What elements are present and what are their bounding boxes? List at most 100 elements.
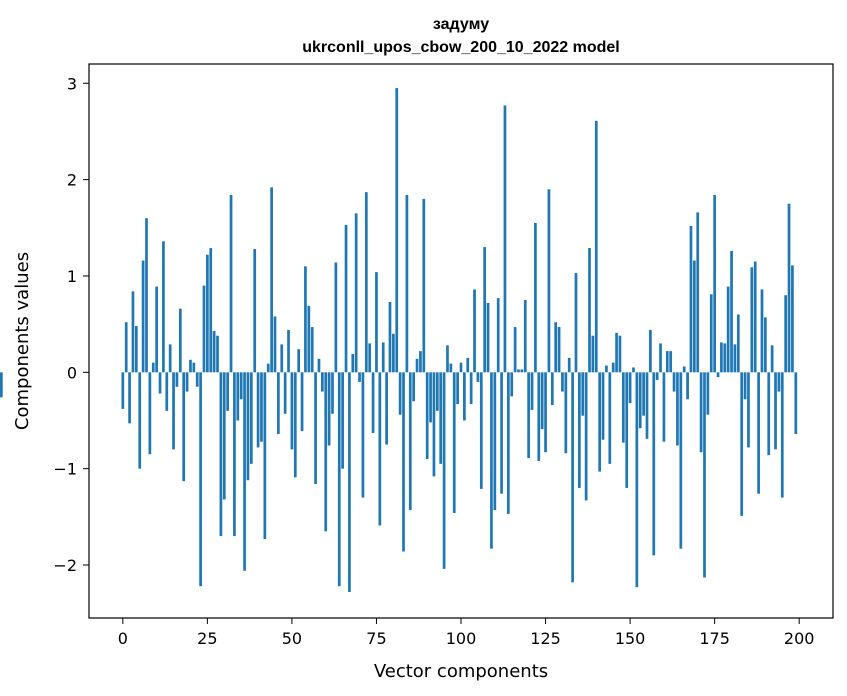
bar [219, 372, 223, 537]
bar [662, 372, 666, 442]
bar [452, 372, 456, 513]
bar [628, 372, 632, 404]
x-tick-label: 25 [197, 629, 217, 648]
bar [212, 330, 216, 373]
bar [747, 372, 750, 448]
bar [402, 372, 405, 552]
bar [378, 372, 382, 526]
bar [618, 335, 622, 373]
bar [239, 372, 243, 400]
bar [720, 342, 723, 373]
bar [740, 372, 744, 516]
bar [273, 316, 277, 373]
bar [442, 372, 446, 569]
bar [277, 372, 280, 434]
bar [358, 372, 361, 382]
bar [202, 285, 206, 373]
x-tick-label: 100 [446, 629, 477, 648]
bar [392, 333, 395, 373]
bar [195, 372, 199, 387]
bar [236, 372, 240, 421]
bar [425, 372, 429, 460]
bar [415, 358, 419, 373]
y-tick-label: 2 [67, 171, 77, 190]
x-axis: 0 25 50 75 100 125 150 175 200 [118, 618, 814, 648]
bar [348, 372, 351, 592]
bar [554, 322, 558, 373]
bar [669, 351, 673, 373]
bar [635, 372, 639, 588]
bar [317, 358, 321, 373]
bar [547, 189, 551, 373]
bar [297, 349, 301, 373]
bar [764, 317, 767, 373]
bar [422, 198, 426, 373]
x-tick-label: 50 [282, 629, 302, 648]
bar [405, 195, 409, 373]
bar [0, 372, 3, 398]
bar-series [0, 88, 798, 592]
bar [138, 372, 142, 469]
bar [175, 372, 179, 387]
bar [270, 187, 273, 373]
bar [672, 372, 676, 392]
bar [182, 372, 186, 482]
x-tick-label: 0 [118, 629, 128, 648]
bar [148, 372, 152, 455]
bar [155, 286, 158, 373]
bar [398, 372, 402, 415]
bar [121, 372, 125, 409]
bar [655, 372, 659, 381]
bar [287, 329, 290, 373]
bar [794, 372, 798, 434]
bar [324, 372, 328, 532]
bar [615, 332, 618, 373]
bar [354, 213, 358, 373]
bar [625, 372, 629, 488]
bar [165, 372, 169, 411]
bar [351, 354, 355, 373]
bar [642, 372, 645, 416]
bar [561, 372, 564, 392]
bar [341, 372, 344, 469]
bar [588, 248, 591, 373]
bar [439, 372, 443, 464]
bar [192, 362, 196, 373]
bar [364, 192, 368, 373]
bar [523, 300, 527, 373]
bar [689, 225, 693, 373]
bar [361, 372, 365, 498]
bar [266, 363, 270, 373]
y-axis: −2 −1 0 1 2 3 [53, 74, 89, 575]
bar [185, 372, 189, 392]
bar [290, 372, 294, 450]
bar [649, 329, 652, 373]
bar [638, 372, 642, 429]
bar [327, 372, 331, 446]
bar [151, 362, 155, 373]
bar [226, 372, 230, 411]
bar [682, 366, 686, 373]
bar [209, 248, 213, 373]
bar [517, 369, 520, 373]
bar [283, 372, 287, 414]
bar [510, 372, 514, 397]
bar [466, 357, 470, 373]
bar [703, 372, 706, 578]
bar [344, 224, 348, 373]
bar [435, 372, 439, 411]
y-axis-label: Components values [12, 252, 33, 430]
bar [483, 247, 487, 373]
bar [757, 372, 760, 494]
bar [564, 372, 568, 454]
bar [476, 372, 480, 382]
bar [557, 327, 561, 373]
bar [463, 372, 466, 421]
bar [540, 372, 544, 430]
bar [371, 372, 375, 434]
bar [530, 372, 534, 410]
bar [696, 212, 700, 373]
bar [605, 365, 608, 373]
bar [676, 372, 679, 446]
